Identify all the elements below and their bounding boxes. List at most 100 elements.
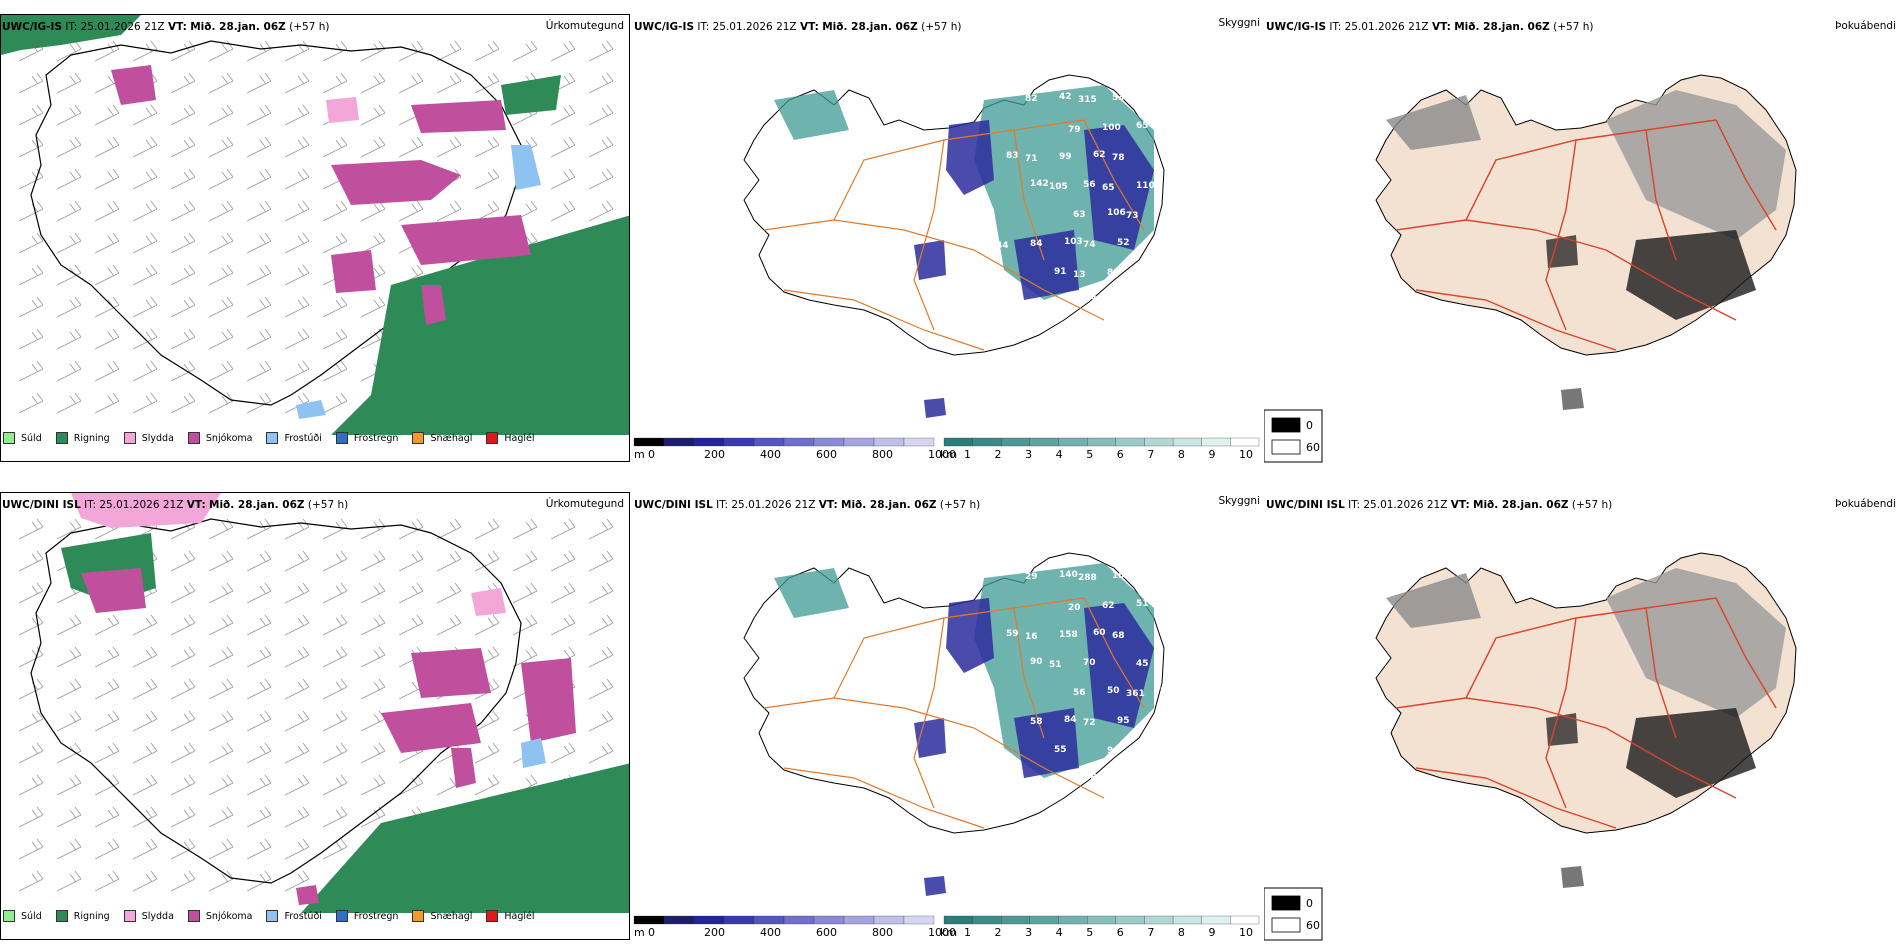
height-bar-tick: 200 [704, 926, 725, 939]
cloud-base-label: 83 [1006, 151, 1019, 161]
wind-barb-icon [284, 40, 310, 62]
precip-area [471, 588, 506, 616]
road-line [783, 767, 985, 829]
wind-barb-icon [170, 870, 196, 892]
cloud-base-label: 153 [1112, 571, 1131, 581]
wind-barb-icon [284, 232, 310, 254]
wind-barb-icon [246, 200, 272, 222]
fog-header: UWC/IG-IS IT: 25.01.2026 21Z VT: Mið. 28… [1266, 21, 1594, 33]
fog-area [1606, 568, 1786, 718]
fog-key-label: 60 [1306, 441, 1320, 454]
swatch-icon [3, 432, 15, 444]
road-line [1083, 119, 1145, 231]
wind-barb-icon [132, 104, 158, 126]
wind-barb-icon [284, 296, 310, 318]
wind-barb-icon [474, 168, 500, 190]
vis-bar-unit: km [940, 926, 957, 939]
vis-bar-segment [1058, 437, 1088, 447]
wind-barb-icon [170, 742, 196, 764]
wind-barb-icon [246, 518, 272, 540]
fog-panel: 0 60 UWC/IG-IS IT: 25.01.2026 21Z VT: Mið… [1264, 0, 1900, 472]
wind-barb-icon [360, 518, 386, 540]
cloud-base-area [914, 240, 946, 280]
road-line [1013, 607, 1045, 739]
wind-barb-icon [436, 582, 462, 604]
ptype-legend: Súld Rigning Slydda Snjókoma Frostúði Fr… [3, 903, 549, 929]
precip-area [296, 885, 319, 905]
wind-barb-icon [18, 838, 44, 860]
wind-barb-icon [246, 168, 272, 190]
height-bar-segment [873, 437, 905, 447]
wind-barb-icon [132, 678, 158, 700]
cloud-base-label: 106 [1107, 208, 1126, 218]
wind-barb-icon [474, 136, 500, 158]
wind-barb-icon [322, 742, 348, 764]
cloud-base-label: 63 [1073, 210, 1086, 220]
wind-barb-icon [18, 104, 44, 126]
wind-barb-icon [94, 646, 120, 668]
wind-barb-icon [246, 550, 272, 572]
wind-barb-icon [132, 200, 158, 222]
wind-barb-icon [56, 360, 82, 382]
legend-item-slydda: Slydda [123, 432, 174, 444]
legend-item-haglel: Haglél [486, 910, 535, 922]
cloud-base-label: 62 [1054, 545, 1067, 555]
swatch-icon [335, 910, 348, 922]
vis-bar-unit: km [940, 448, 957, 461]
wind-barb-icon [56, 264, 82, 286]
iceland-roads [743, 552, 1165, 896]
wind-barb-icon [94, 742, 120, 764]
height-bar-unit: m [634, 926, 645, 939]
wind-barb-icon [322, 646, 348, 668]
height-bar-tick: 800 [872, 448, 893, 461]
cloud-base-label: 142 [1030, 179, 1049, 189]
cloud-base-label: 29 [1025, 572, 1038, 582]
wind-barb-icon [94, 264, 120, 286]
model-row-0: Súld Rigning Slydda Snjókoma Frostúði Fr… [0, 0, 1900, 472]
wind-barb-icon [56, 72, 82, 94]
cloud-base-label: 20 [1068, 603, 1081, 613]
wind-barb-icon [436, 200, 462, 222]
swatch-icon [123, 432, 136, 444]
vis-bar-segment [1230, 437, 1260, 447]
legend-item-frostudi: Frostúði [266, 432, 322, 444]
wind-barb-icon [246, 104, 272, 126]
height-bar-tick: 400 [760, 926, 781, 939]
cloud-base-label: 178 [1078, 773, 1097, 783]
cloud-base-label: 91 [1131, 774, 1144, 784]
wind-barb-icon [360, 582, 386, 604]
wind-barb-icon [208, 296, 234, 318]
road-line [1545, 139, 1577, 331]
vis-bar-tick: 4 [1056, 448, 1063, 461]
road-line [1715, 597, 1777, 709]
height-bar-segment [903, 437, 935, 447]
cloud-title: Skyggni [1218, 17, 1261, 29]
legend-item-sudl: Súld [3, 432, 42, 444]
wind-barb-icon [208, 806, 234, 828]
wind-barb-icon [170, 264, 196, 286]
cloud-base-area [946, 120, 994, 195]
precip-area [326, 97, 359, 123]
wind-barb-icon [18, 646, 44, 668]
wind-barb-icon [132, 328, 158, 350]
wind-barb-icon [436, 518, 462, 540]
wind-barb-icon [322, 136, 348, 158]
wind-barb-icon [132, 614, 158, 636]
swatch-icon [412, 432, 425, 444]
precip-area [331, 250, 376, 293]
cloud-base-label: 71 [1025, 154, 1038, 164]
wind-barb-icon [208, 582, 234, 604]
fog-area [1386, 573, 1481, 628]
wind-barb-icon [512, 40, 538, 62]
wind-barb-icon [56, 232, 82, 254]
precip-area [511, 145, 541, 190]
wind-barb-icon [56, 806, 82, 828]
wind-barb-icon [170, 40, 196, 62]
cloud-base-label: 297 [1035, 64, 1054, 74]
vis-bar-segment [1029, 437, 1059, 447]
precip-area [296, 400, 326, 419]
swatch-icon [187, 910, 200, 922]
wind-barb-icon [94, 710, 120, 732]
wind-barb-icon [56, 870, 82, 892]
precip-area [521, 738, 546, 768]
